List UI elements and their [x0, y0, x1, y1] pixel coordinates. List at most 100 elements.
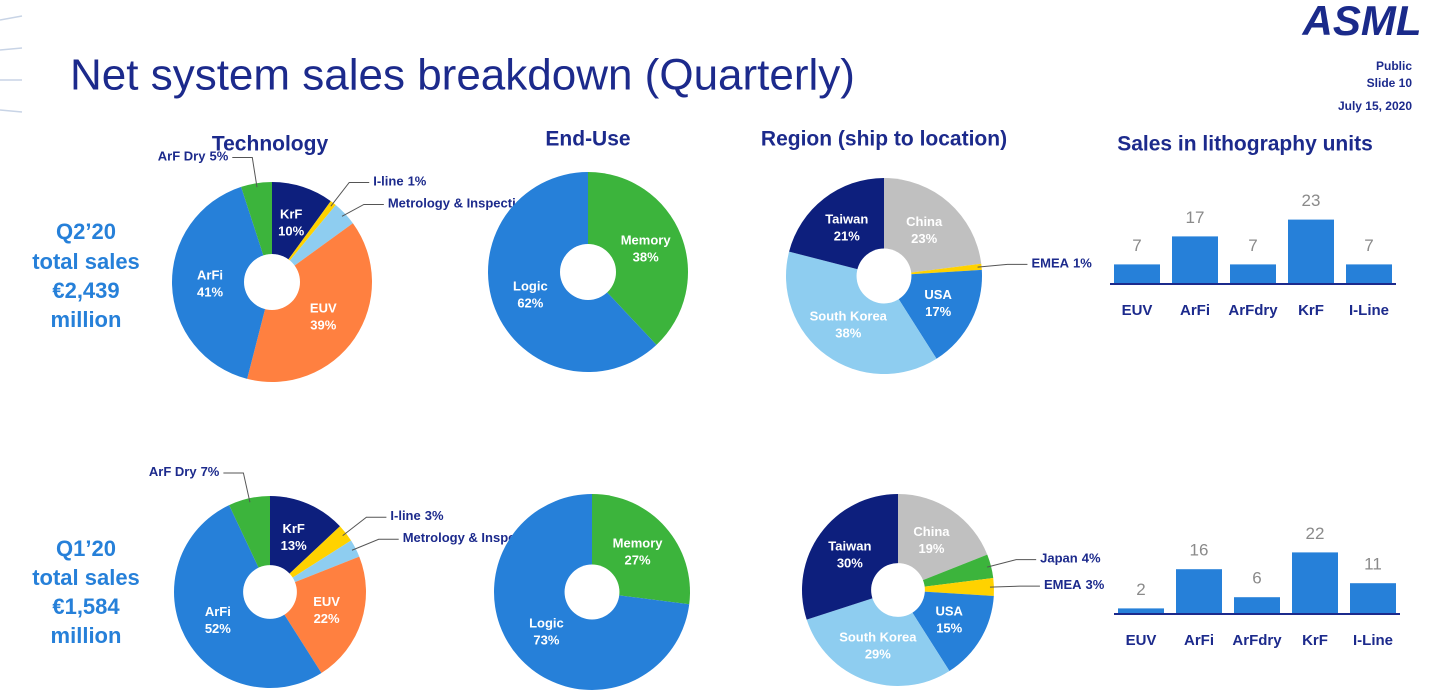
slice-name: EUV — [313, 594, 340, 609]
slice-value: 23% — [911, 231, 937, 246]
pie-slice — [898, 494, 988, 590]
slice-name: ArF Dry — [158, 149, 206, 164]
slice-value: 19% — [918, 541, 944, 556]
slice-value: 1% — [408, 174, 427, 189]
slice-value: 1% — [1073, 256, 1092, 271]
leader-line — [342, 516, 387, 537]
leader-line — [989, 585, 1040, 588]
donut-hole — [244, 254, 300, 310]
x-tick-label: I-Line — [1349, 302, 1389, 319]
pie-slice — [247, 223, 372, 383]
x-tick-label: EUV — [1122, 302, 1153, 319]
bar-value-label: 23 — [1302, 191, 1321, 210]
x-tick-label: KrF — [1298, 302, 1324, 319]
pie-slice — [272, 182, 331, 282]
donut-hole — [243, 565, 297, 619]
x-tick-label: ArFdry — [1232, 632, 1282, 649]
pie-slice — [171, 186, 272, 379]
slice-label: I-line 1% — [373, 174, 427, 189]
row-label-line: Q2’20 — [56, 219, 116, 244]
slice-value: 41% — [197, 284, 223, 299]
classification: Public — [1376, 59, 1412, 73]
logo: ASML — [1302, 0, 1422, 44]
slice-name: I-line — [373, 174, 403, 189]
donut-hole — [560, 244, 616, 300]
leader-line — [330, 181, 370, 207]
slice-value: 62% — [517, 295, 543, 310]
leader-line — [977, 263, 1028, 268]
slide-number: Slide 10 — [1367, 76, 1413, 90]
date: July 15, 2020 — [1338, 99, 1412, 113]
slice-value: 38% — [835, 326, 861, 341]
bar — [1176, 569, 1222, 614]
slice-value: 10% — [278, 223, 304, 238]
row-label-line: total sales — [32, 249, 140, 274]
slice-name: ArF Dry — [149, 464, 197, 479]
x-tick-label: ArFi — [1180, 302, 1210, 319]
slice-value: 21% — [834, 228, 860, 243]
slice-name: I-line — [390, 509, 420, 524]
x-tick-label: ArFi — [1184, 632, 1214, 649]
slice-name: Metrology & Inspection — [388, 196, 532, 211]
slice-name: ArFi — [205, 604, 231, 619]
slice-name: Taiwan — [828, 538, 871, 553]
slice-label: EMEA 1% — [1031, 256, 1092, 271]
pie-slice — [270, 496, 340, 592]
slice-value: 30% — [837, 555, 863, 570]
slice-name: ArFi — [197, 267, 223, 282]
slice-value: 3% — [425, 509, 444, 524]
row-label-line: €2,439 — [52, 278, 119, 303]
bar-value-label: 7 — [1132, 236, 1141, 255]
pie-slice — [898, 590, 994, 672]
slice-name: China — [913, 524, 950, 539]
bar — [1292, 552, 1338, 614]
slice-value: 27% — [625, 552, 651, 567]
slice-name: EUV — [310, 300, 337, 315]
pie-slice — [884, 269, 982, 359]
chart-title: End-Use — [545, 128, 630, 151]
bar — [1118, 608, 1164, 614]
bar-value-label: 16 — [1190, 541, 1209, 560]
bar-value-label: 22 — [1306, 524, 1325, 543]
pie-slice — [789, 178, 884, 276]
row-label-line: million — [51, 623, 122, 648]
bar-value-label: 17 — [1186, 208, 1205, 227]
bar-value-label: 7 — [1248, 236, 1257, 255]
pie-slice — [884, 178, 982, 276]
leader-line — [341, 203, 384, 217]
slice-name: Taiwan — [825, 211, 868, 226]
chart-title: Sales in lithography units — [1117, 133, 1373, 156]
bar — [1230, 264, 1276, 284]
donut-hole — [856, 248, 912, 304]
slice-value: 22% — [314, 611, 340, 626]
pie-slice — [785, 251, 937, 375]
row-label-line: total sales — [32, 565, 140, 590]
slice-value: 7% — [201, 464, 220, 479]
row-label-line: €1,584 — [52, 594, 120, 619]
slide-title: Net system sales breakdown (Quarterly) — [70, 51, 855, 100]
slice-name: Logic — [529, 616, 564, 631]
slice-value: 4% — [1082, 551, 1101, 566]
pie-slice — [806, 590, 950, 686]
pie-slice — [592, 494, 690, 605]
chart-title: Region (ship to location) — [761, 128, 1007, 151]
slice-label: Japan 4% — [1040, 551, 1101, 566]
chart-title: Technology — [212, 133, 329, 156]
slice-name: China — [906, 214, 943, 229]
row-label-line: Q1’20 — [56, 536, 116, 561]
bar — [1234, 597, 1280, 614]
slice-value: 29% — [865, 646, 891, 661]
pie-slice — [588, 172, 688, 345]
bar — [1114, 264, 1160, 284]
slice-value: 15% — [936, 621, 962, 636]
slice-label: I-line 3% — [390, 509, 444, 524]
slice-value: 73% — [533, 633, 559, 648]
slice-value: 13% — [281, 538, 307, 553]
slice-label: EMEA 3% — [1044, 578, 1105, 593]
slice-name: Japan — [1040, 551, 1078, 566]
slice-value: 17% — [925, 304, 951, 319]
slice-value: 39% — [310, 317, 336, 332]
leader-line — [232, 157, 258, 188]
slice-value: 38% — [633, 250, 659, 265]
